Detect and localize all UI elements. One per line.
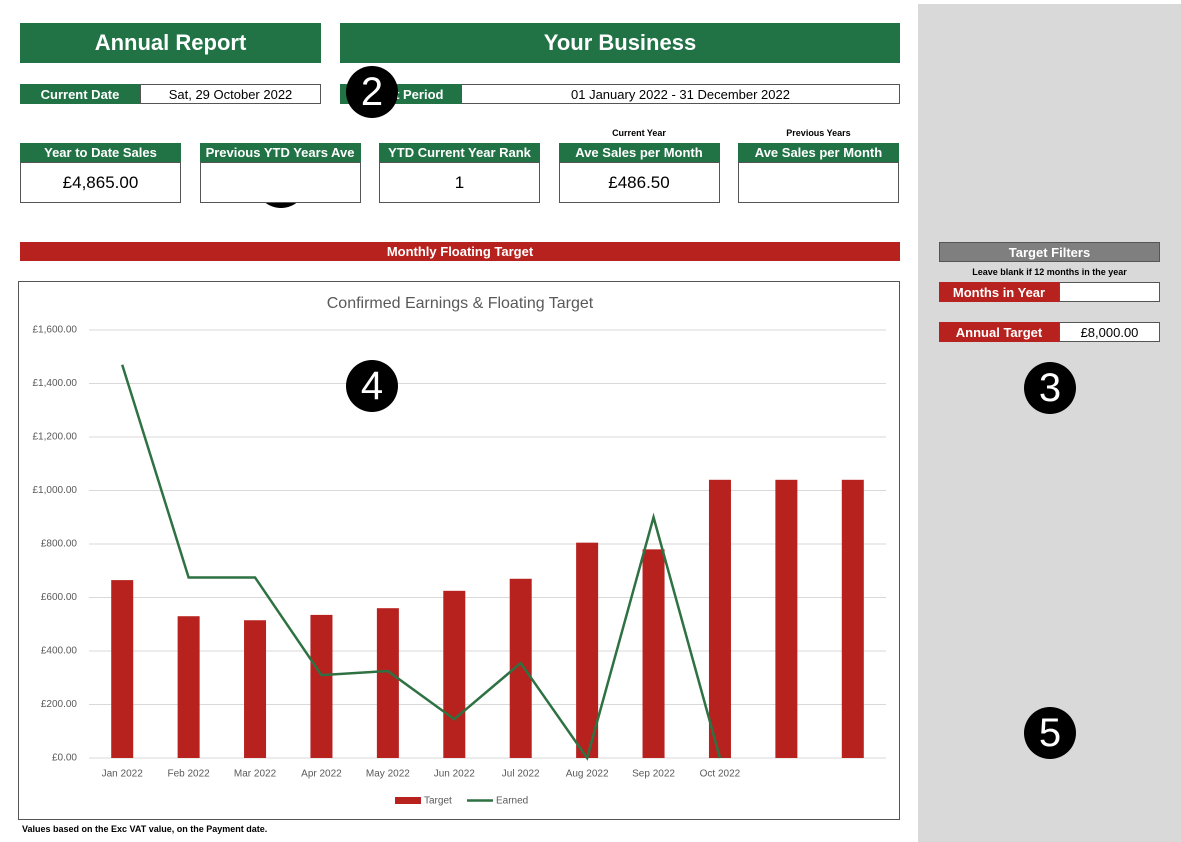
date-value: Sat, 29 October 2022 (140, 84, 321, 104)
line (121, 364, 722, 761)
kpi-caption: Previous Years (786, 128, 851, 138)
footnote: Values based on the Exc VAT value, on th… (22, 824, 268, 834)
months-input[interactable] (1059, 282, 1160, 302)
kpi-value (199, 162, 361, 203)
bar (443, 590, 466, 758)
legend-swatch (395, 797, 421, 804)
legend-label: Target (424, 796, 452, 807)
y-tick-label: £400.00 (41, 646, 78, 657)
x-tick-label: Jul 2022 (502, 769, 540, 780)
bar (111, 580, 134, 758)
period-value: 01 January 2022 - 31 December 2022 (461, 84, 900, 104)
kpi-label: Ave Sales per Month (738, 143, 899, 162)
bar (376, 608, 399, 758)
months-label[interactable]: Months in Year (939, 282, 1059, 302)
bar (177, 616, 200, 758)
bar (775, 479, 798, 758)
kpi-label: Ave Sales per Month (558, 143, 720, 162)
filters-note: Leave blank if 12 months in the year (972, 267, 1127, 277)
kpi-value (738, 162, 899, 203)
bar (244, 620, 267, 758)
chart-frame: Confirmed Earnings & Floating Target £0.0… (18, 281, 900, 820)
y-tick-label: £200.00 (41, 699, 78, 710)
bar (576, 542, 599, 758)
business-name: Your Business (340, 23, 900, 63)
bar (642, 549, 665, 758)
y-tick-label: £1,000.00 (33, 485, 78, 496)
y-tick-label: £600.00 (41, 592, 78, 603)
bar (708, 479, 731, 758)
chart-title: Confirmed Earnings & Floating Target (327, 295, 594, 312)
y-tick-label: £1,400.00 (33, 378, 78, 389)
x-tick-label: Oct 2022 (700, 769, 741, 780)
y-tick-label: £0.00 (52, 753, 77, 764)
chart: Confirmed Earnings & Floating Target £0.0… (33, 295, 886, 807)
x-tick-label: Aug 2022 (566, 769, 609, 780)
kpi-value: £486.50 (558, 162, 720, 203)
bar (841, 479, 864, 758)
banner: Monthly Floating Target (20, 242, 900, 261)
x-tick-label: Mar 2022 (234, 769, 277, 780)
kpi-label: Year to Date Sales (20, 143, 181, 162)
target-input[interactable]: £8,000.00 (1059, 322, 1160, 342)
kpi-caption: Current Year (612, 128, 666, 138)
legend-label: Earned (496, 796, 528, 807)
x-tick-label: Apr 2022 (301, 769, 342, 780)
x-tick-label: Sep 2022 (632, 769, 675, 780)
x-tick-label: Jun 2022 (434, 769, 476, 780)
side-panel (918, 4, 1181, 842)
marker: 3 (1024, 362, 1076, 414)
y-tick-label: £1,600.00 (33, 325, 78, 336)
marker: 5 (1024, 707, 1076, 759)
y-tick-label: £800.00 (41, 539, 78, 550)
kpi-label: Previous YTD Years Ave (199, 143, 361, 162)
filters-title: Target Filters (939, 242, 1160, 262)
x-tick-label: Jan 2022 (102, 769, 144, 780)
date-label: Current Date (20, 84, 140, 104)
kpi-label: YTD Current Year Rank (379, 143, 540, 162)
marker: 2 (346, 66, 398, 118)
bar (509, 578, 532, 758)
bar (310, 614, 333, 758)
target-label: Annual Target (939, 322, 1059, 342)
kpi-value: £4,865.00 (20, 162, 181, 203)
y-tick-label: £1,200.00 (33, 432, 78, 443)
marker: 4 (346, 360, 398, 412)
x-tick-label: Feb 2022 (167, 769, 210, 780)
kpi-value: 1 (379, 162, 540, 203)
title: Annual Report (20, 23, 321, 63)
x-tick-label: May 2022 (366, 769, 410, 780)
